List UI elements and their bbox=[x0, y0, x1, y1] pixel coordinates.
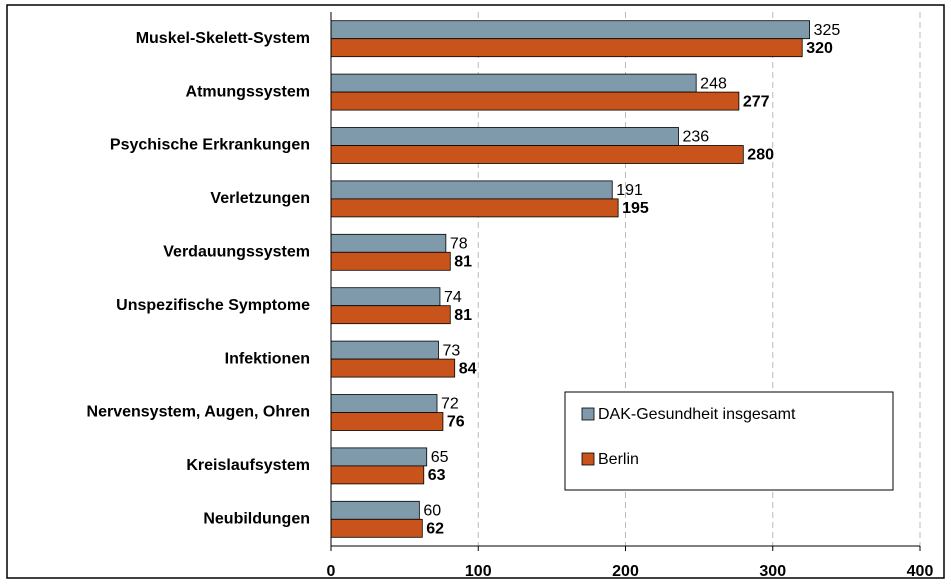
bar bbox=[330, 73, 697, 93]
y-tick-label: Muskel-Skelett-System bbox=[136, 30, 310, 47]
x-tick-label: 300 bbox=[759, 563, 786, 580]
data-label: 72 bbox=[441, 396, 459, 413]
y-tick-label: Verdauungssystem bbox=[163, 244, 310, 261]
data-label: 65 bbox=[431, 449, 449, 466]
data-label: 63 bbox=[428, 467, 446, 484]
bar bbox=[330, 500, 420, 520]
bar bbox=[330, 465, 425, 485]
legend-swatch bbox=[581, 407, 595, 421]
bar bbox=[330, 447, 428, 467]
data-label: 280 bbox=[747, 147, 774, 164]
data-label: 236 bbox=[683, 129, 710, 146]
y-tick-label: Verletzungen bbox=[210, 190, 310, 207]
x-tick-label: 400 bbox=[907, 563, 934, 580]
bar bbox=[330, 91, 740, 111]
data-label: 73 bbox=[442, 342, 460, 359]
bar bbox=[330, 287, 441, 307]
data-label: 81 bbox=[454, 254, 472, 271]
y-tick-label: Nervensystem, Augen, Ohren bbox=[87, 404, 310, 421]
y-tick-label: Kreislaufsystem bbox=[186, 457, 310, 474]
data-label: 76 bbox=[447, 414, 465, 431]
legend bbox=[564, 391, 894, 491]
legend-label: Berlin bbox=[598, 451, 639, 468]
x-tick-label: 100 bbox=[465, 563, 492, 580]
data-label: 320 bbox=[806, 40, 833, 57]
bar bbox=[330, 518, 423, 538]
data-label: 60 bbox=[423, 503, 441, 520]
data-label: 195 bbox=[622, 200, 649, 217]
bar bbox=[330, 145, 744, 164]
data-label: 62 bbox=[426, 521, 444, 538]
bar bbox=[330, 20, 810, 40]
data-label: 74 bbox=[444, 289, 462, 306]
bar bbox=[330, 358, 456, 378]
bar bbox=[330, 38, 803, 58]
data-label: 81 bbox=[454, 307, 472, 324]
y-tick-label: Atmungssystem bbox=[186, 83, 310, 100]
bar bbox=[330, 127, 679, 146]
bar bbox=[330, 305, 451, 325]
data-label: 277 bbox=[743, 93, 770, 110]
bar bbox=[330, 251, 451, 271]
chart-frame bbox=[6, 4, 945, 579]
legend-swatch bbox=[581, 452, 595, 466]
y-tick-label: Unspezifische Symptome bbox=[116, 297, 310, 314]
x-tick-label: 200 bbox=[612, 563, 639, 580]
data-label: 78 bbox=[450, 236, 468, 253]
data-label: 248 bbox=[700, 75, 727, 92]
bar bbox=[330, 180, 613, 200]
bar bbox=[330, 340, 439, 360]
bar bbox=[330, 198, 619, 218]
bar bbox=[330, 412, 444, 431]
y-tick-label: Psychische Erkrankungen bbox=[110, 137, 310, 154]
y-tick-label: Infektionen bbox=[225, 350, 310, 367]
bar bbox=[330, 394, 438, 413]
data-label: 191 bbox=[616, 182, 643, 199]
data-label: 325 bbox=[814, 22, 841, 39]
legend-label: DAK-Gesundheit insgesamt bbox=[598, 406, 796, 423]
y-tick-label: Neubildungen bbox=[203, 511, 310, 528]
bar bbox=[330, 233, 447, 253]
data-label: 84 bbox=[459, 360, 477, 377]
x-tick-label: 0 bbox=[327, 563, 336, 580]
